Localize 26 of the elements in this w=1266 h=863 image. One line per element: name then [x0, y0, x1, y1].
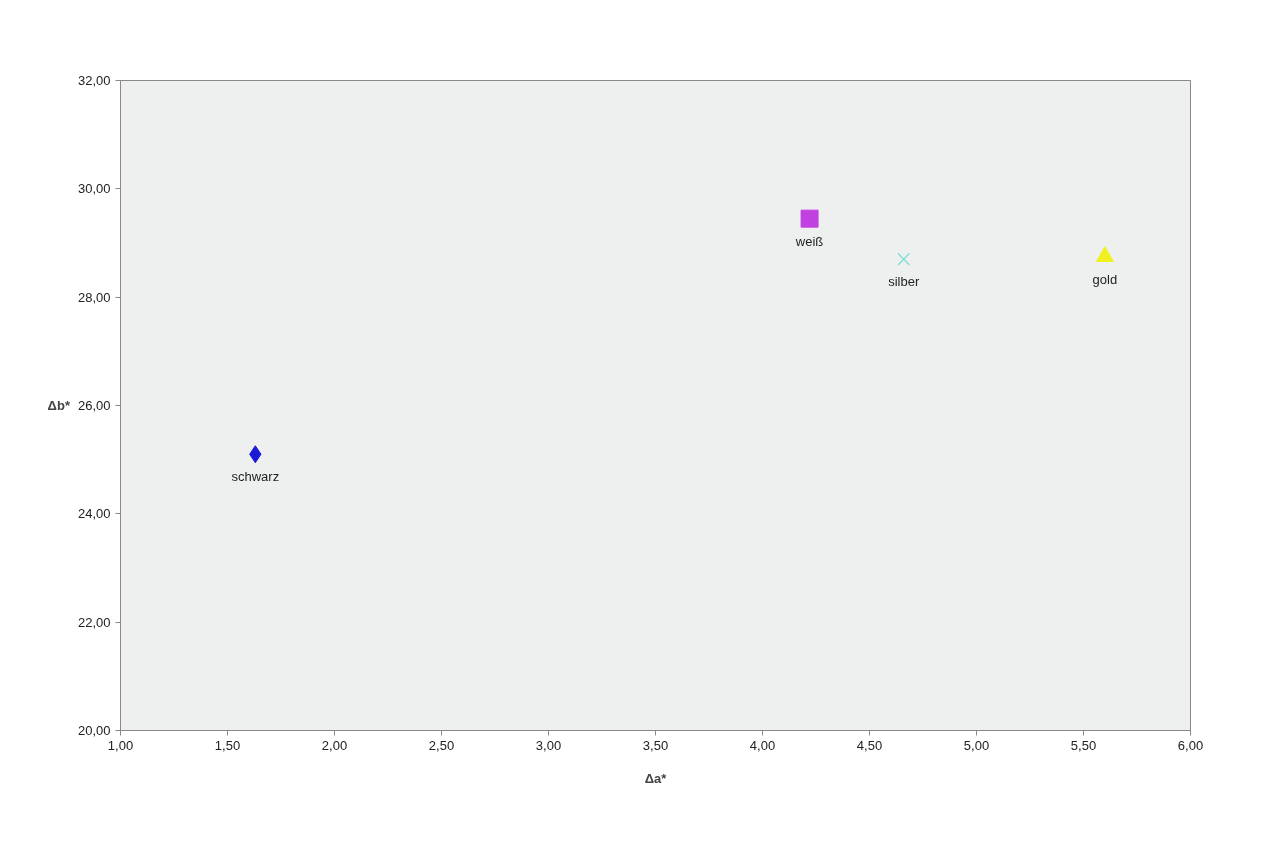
x-tick-label: 3,50 — [642, 737, 669, 753]
series-label: gold — [1092, 271, 1118, 287]
point — [800, 209, 819, 228]
y-axis-title: Δb* — [47, 398, 71, 413]
y-tick-label: 26,00 — [77, 398, 111, 413]
y-tick-label: 32,00 — [77, 73, 111, 88]
series-label: weiß — [794, 233, 824, 249]
x-tick-label: 4,50 — [856, 737, 883, 753]
x-axis-title: Δa* — [644, 770, 668, 786]
y-tick-label: 28,00 — [77, 289, 111, 305]
x-tick-label: 1,50 — [214, 737, 241, 753]
series-label: schwarz — [231, 469, 280, 485]
x-tick-label: 4,00 — [749, 737, 776, 753]
x-tick-label: 6,00 — [1177, 737, 1204, 753]
x-tick-label: 1,00 — [107, 737, 134, 753]
x-tick-label: 2,50 — [428, 737, 455, 753]
y-tick-label: 22,00 — [77, 614, 111, 630]
point — [897, 252, 911, 266]
x-tick-label: 5,00 — [963, 737, 990, 753]
x-tick-label: 2,00 — [321, 737, 348, 753]
series-label: silber — [888, 274, 920, 290]
x-tick-label: 3,00 — [535, 737, 562, 753]
y-tick-label: 24,00 — [77, 506, 111, 522]
y-tick-label: 30,00 — [77, 181, 111, 197]
x-tick-label: 5,50 — [1070, 737, 1097, 753]
y-tick-label: 20,00 — [77, 723, 111, 738]
